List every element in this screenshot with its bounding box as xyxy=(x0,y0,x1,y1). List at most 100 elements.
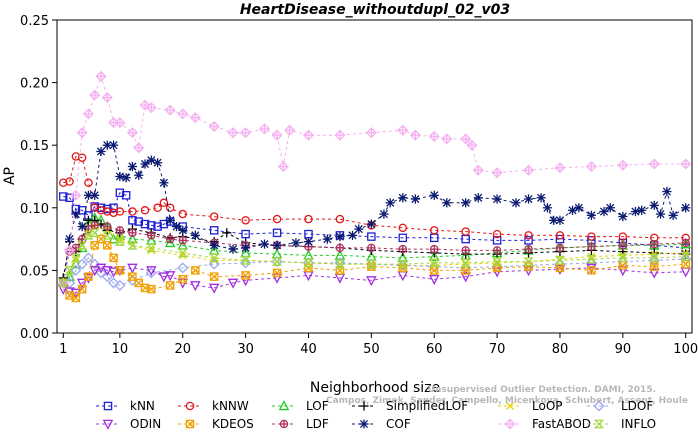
data-point-kdeos xyxy=(134,278,143,288)
legend-item-knn: kNN xyxy=(96,399,155,413)
data-point-cof xyxy=(461,198,471,208)
data-point-ldof xyxy=(95,267,107,279)
legend-marker-fastabod xyxy=(504,418,516,430)
y-axis: 0.00 0.05 0.10 0.15 0.20 0.25 xyxy=(20,14,57,342)
data-point-knnw xyxy=(96,206,106,215)
data-point-odin xyxy=(366,276,377,287)
data-point-fastabod xyxy=(101,92,113,104)
data-point-inflo xyxy=(209,253,220,263)
data-point-ldof xyxy=(177,262,189,274)
data-point-ldf xyxy=(90,221,99,230)
legend-label-lof: LOF xyxy=(306,399,329,413)
data-point-knn xyxy=(109,203,118,213)
data-point-knnw xyxy=(109,208,118,218)
data-point-ldf xyxy=(147,231,156,240)
series-line-lof xyxy=(62,217,686,283)
x-tick-label: 40 xyxy=(300,342,317,357)
data-point-cof xyxy=(630,206,641,217)
data-point-knnw xyxy=(103,207,112,216)
data-point-cof xyxy=(655,209,666,219)
data-point-cof xyxy=(354,224,364,234)
y-tick-label: 0.20 xyxy=(20,77,49,92)
data-point-inflo xyxy=(366,259,377,269)
legend: kNN kNNW LOF SimplifiedLOF LoOP LDOF ODIN KDEOS… xyxy=(96,399,656,431)
data-point-kdeos xyxy=(681,259,690,269)
data-point-inflo xyxy=(586,254,597,264)
data-point-inflo xyxy=(240,256,251,265)
data-point-cof xyxy=(190,230,200,240)
data-point-cof xyxy=(152,158,163,168)
data-point-odin xyxy=(190,281,201,292)
data-point-cof xyxy=(115,171,125,182)
legend-marker-knn xyxy=(103,401,113,411)
data-point-knnw xyxy=(241,216,250,225)
x-tick-label: 20 xyxy=(174,342,191,357)
data-point-fastabod xyxy=(334,129,346,141)
data-point-inflo xyxy=(102,231,113,240)
data-point-cof xyxy=(681,203,691,213)
data-point-fastabod xyxy=(460,133,472,145)
data-point-knnw xyxy=(153,203,162,213)
data-point-knn xyxy=(492,236,502,245)
data-point-lof xyxy=(127,233,138,244)
data-point-knn xyxy=(77,206,87,215)
data-point-ldof xyxy=(271,256,283,268)
series-inflo xyxy=(58,228,691,288)
data-point-cof xyxy=(637,205,647,215)
data-point-odin xyxy=(271,273,283,284)
data-point-knnw xyxy=(128,207,137,216)
data-point-knnw xyxy=(140,206,150,215)
legend-item-ldf: LDF xyxy=(272,417,329,431)
y-tick-label: 0.00 xyxy=(20,327,49,342)
data-point-cof xyxy=(366,219,376,229)
y-tick-label: 0.15 xyxy=(20,139,49,154)
x-tick-label: 80 xyxy=(552,342,569,357)
data-point-kdeos xyxy=(461,266,470,275)
data-point-fastabod xyxy=(617,159,629,171)
data-point-fastabod xyxy=(441,133,453,145)
data-point-ldof xyxy=(108,277,120,289)
data-point-inflo xyxy=(429,258,440,268)
data-point-knnw xyxy=(461,227,470,236)
data-point-ldf xyxy=(555,243,565,253)
legend-item-fastabod: FastABOD xyxy=(498,417,591,431)
data-point-knnw xyxy=(65,177,74,186)
data-point-cof xyxy=(618,211,628,222)
data-point-kdeos xyxy=(71,293,81,303)
x-tick-label: 50 xyxy=(363,342,380,357)
data-point-cof xyxy=(108,140,119,150)
legend-item-lof: LOF xyxy=(272,399,329,413)
data-point-ldf xyxy=(128,228,137,238)
legend-item-simplifiedlof: SimplifiedLOF xyxy=(352,399,468,413)
data-point-fastabod xyxy=(466,139,478,151)
data-point-knnw xyxy=(272,214,282,224)
data-point-odin xyxy=(164,271,176,282)
data-point-ldof xyxy=(240,257,252,269)
data-point-ldof xyxy=(82,252,94,264)
data-point-kdeos xyxy=(587,266,596,275)
data-point-inflo xyxy=(177,248,188,258)
data-point-kdeos xyxy=(165,281,175,290)
data-point-cof xyxy=(209,240,219,250)
data-point-cof xyxy=(171,221,182,232)
legend-label-simplifiedlof: SimplifiedLOF xyxy=(386,399,468,413)
data-point-fastabod xyxy=(164,104,176,116)
data-point-knn xyxy=(134,217,143,226)
x-tick-label: 1 xyxy=(59,342,67,357)
series-kdeos xyxy=(59,234,690,303)
series-fastabod xyxy=(57,70,692,289)
data-point-knnw xyxy=(77,153,87,162)
data-point-cof xyxy=(159,178,169,188)
data-point-fastabod xyxy=(472,164,484,176)
data-point-cof xyxy=(71,209,81,219)
data-point-odin xyxy=(127,263,138,274)
data-point-inflo xyxy=(76,241,88,250)
data-point-kdeos xyxy=(191,266,200,275)
data-point-cof xyxy=(165,215,175,225)
data-point-odin xyxy=(76,278,88,289)
data-point-fastabod xyxy=(258,123,270,135)
data-point-knn xyxy=(209,226,219,235)
data-point-cof xyxy=(542,203,552,213)
data-point-ldof xyxy=(114,279,126,291)
